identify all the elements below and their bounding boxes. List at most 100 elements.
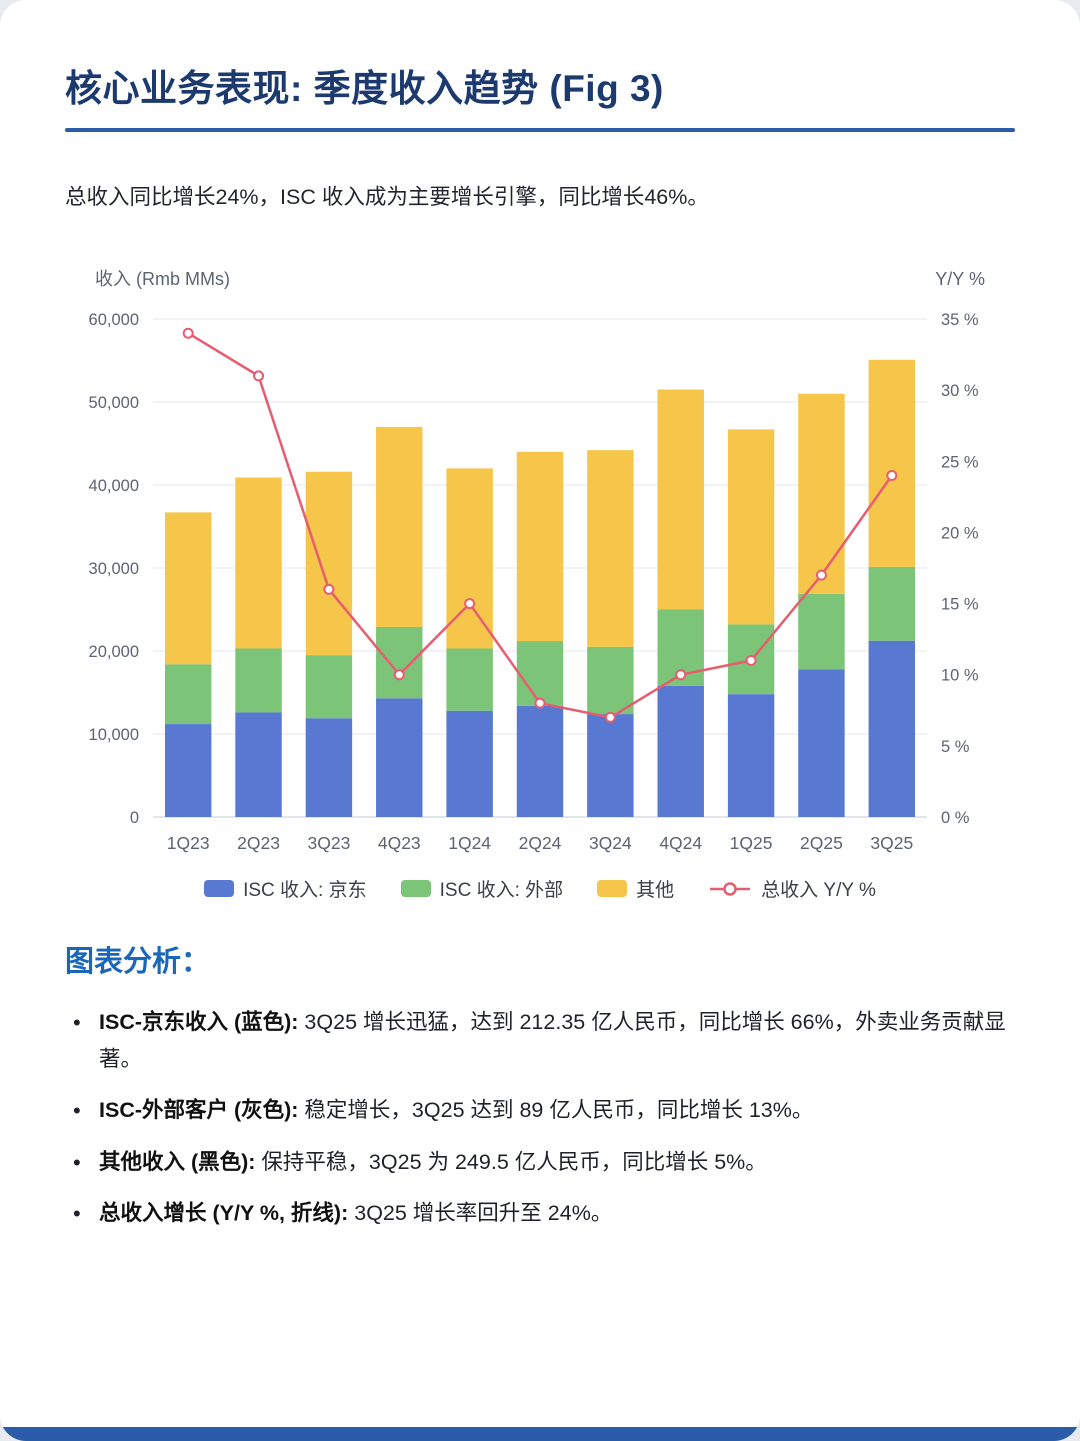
left-axis-tick: 60,000 <box>89 311 139 329</box>
bar-segment <box>235 712 282 817</box>
x-axis-label: 1Q25 <box>730 833 773 853</box>
trend-point <box>815 569 827 581</box>
bar-segment <box>516 641 564 706</box>
bar-segment <box>868 359 916 567</box>
bar-segment <box>305 471 353 656</box>
bar-segment <box>164 724 212 817</box>
x-axis-label: 3Q24 <box>589 833 632 853</box>
right-axis-tick: 0 % <box>941 809 970 827</box>
bar-segment <box>516 705 564 817</box>
legend-swatch-jd-icon <box>204 880 235 897</box>
right-axis-tick: 10 % <box>941 667 979 685</box>
bar-segment <box>235 648 282 713</box>
bar-segment <box>376 626 423 699</box>
x-axis-label: 4Q24 <box>659 833 702 853</box>
legend-label: ISC 收入: 京东 <box>243 880 367 901</box>
trend-point <box>745 654 757 666</box>
title-divider <box>65 128 1015 132</box>
legend-label: 总收入 Y/Y % <box>761 880 876 901</box>
bar-segment <box>657 389 704 610</box>
right-axis-tick: 5 % <box>941 738 970 756</box>
bar-segment <box>798 593 845 670</box>
legend-item-isc-external: ISC 收入: 外部 <box>400 875 564 902</box>
trend-point <box>182 327 194 339</box>
trend-point <box>534 697 546 709</box>
bar-segment <box>587 646 634 715</box>
legend-swatch-external-icon <box>400 880 431 897</box>
bar-segment <box>727 694 775 817</box>
legend-item-other: 其他 <box>597 875 674 902</box>
bar-segment <box>446 710 493 817</box>
bar-segment <box>657 685 704 817</box>
bullet-lead: ISC-外部客户 (灰色): <box>99 1098 299 1123</box>
bar-segment <box>164 664 212 725</box>
x-axis-label: 3Q23 <box>308 833 351 853</box>
bar-segment <box>376 698 423 817</box>
bar-segment <box>587 714 634 817</box>
bar-segment <box>305 718 353 817</box>
bullet-text: 3Q25 增长迅猛，达到 212.35 亿人民币，同比增长 66%，外卖业务贡献… <box>99 1010 1006 1071</box>
chart-container: 0 10,000 20,000 30,000 40,000 50,000 60,000 0 %… <box>65 255 1015 863</box>
bullet-lead: ISC-京东收入 (蓝色): <box>99 1010 299 1034</box>
trend-point <box>604 711 616 723</box>
trend-point <box>675 669 687 681</box>
x-axis-label: 4Q23 <box>378 833 421 853</box>
trend-point <box>393 669 405 681</box>
analysis-bullet-jd: ISC-京东收入 (蓝色): 3Q25 增长迅猛，达到 212.35 亿人民币，… <box>65 1004 1015 1077</box>
analysis-heading: 图表分析： <box>65 946 211 978</box>
bullet-lead: 其他收入 (黑色): <box>99 1149 256 1174</box>
line-circle-marker-icon <box>710 881 751 896</box>
analysis-list: ISC-京东收入 (蓝色): 3Q25 增长迅猛，达到 212.35 亿人民币，… <box>65 1004 1015 1232</box>
bullet-text: 稳定增长，3Q25 达到 89 亿人民币，同比增长 13%。 <box>298 1098 814 1123</box>
right-axis-tick: 25 % <box>941 453 979 471</box>
left-axis-tick: 50,000 <box>89 394 139 412</box>
bullet-lead: 总收入增长 (Y/Y %, 折线): <box>99 1201 349 1226</box>
left-axis-title: 收入 (Rmb MMs) <box>95 269 230 289</box>
analysis-bullet-other: 其他收入 (黑色): 保持平稳，3Q25 为 249.5 亿人民币，同比增长 5… <box>65 1144 1015 1181</box>
bar-segment <box>164 512 212 665</box>
bar-segment <box>727 429 775 625</box>
left-axis-tick: 10,000 <box>89 726 139 744</box>
bar-segment <box>305 655 353 719</box>
x-axis-label: 1Q23 <box>167 833 210 853</box>
legend-label: 其他 <box>636 880 675 901</box>
bar-segment <box>235 477 282 649</box>
bar-segment <box>798 669 845 817</box>
footer-accent-bar <box>0 1427 1080 1441</box>
legend-label: ISC 收入: 外部 <box>439 880 564 901</box>
trend-point <box>253 370 265 382</box>
right-axis-tick: 35 % <box>941 311 979 329</box>
bar-segment <box>587 450 634 647</box>
right-axis-tick: 30 % <box>941 382 979 400</box>
bar-segment <box>516 451 564 642</box>
bar-segment <box>798 393 845 594</box>
bar-segment <box>376 426 423 627</box>
bar-segment <box>868 566 916 641</box>
x-axis-label: 2Q25 <box>800 833 843 853</box>
x-axis-label: 2Q24 <box>519 833 562 853</box>
trend-point <box>323 583 335 595</box>
legend-item-yy: 总收入 Y/Y % <box>708 875 876 902</box>
analysis-bullet-growth: 总收入增长 (Y/Y %, 折线): 3Q25 增长率回升至 24%。 <box>65 1195 1015 1232</box>
right-axis-tick: 20 % <box>941 524 979 542</box>
summary-text: 总收入同比增长24%，ISC 收入成为主要增长引擎，同比增长46%。 <box>65 185 709 209</box>
trend-point <box>886 470 898 482</box>
left-axis-tick: 0 <box>130 809 139 827</box>
left-axis-tick: 30,000 <box>89 560 139 578</box>
legend-item-isc-jd: ISC 收入: 京东 <box>204 875 367 902</box>
left-axis-tick: 20,000 <box>89 643 139 661</box>
analysis-bullet-external: ISC-外部客户 (灰色): 稳定增长，3Q25 达到 89 亿人民币，同比增长… <box>65 1092 1015 1129</box>
x-axis-label: 1Q24 <box>448 833 491 853</box>
bullet-text: 3Q25 增长率回升至 24%。 <box>348 1201 613 1226</box>
x-axis-label: 2Q23 <box>237 833 280 853</box>
bar-segment <box>868 640 916 817</box>
right-axis-tick: 15 % <box>941 596 979 614</box>
bar-segment <box>446 648 493 711</box>
left-axis-tick: 40,000 <box>89 477 139 495</box>
x-axis-label: 3Q25 <box>870 833 913 853</box>
right-axis-title: Y/Y % <box>935 269 985 289</box>
page-title: 核心业务表现: 季度收入趋势 (Fig 3) <box>65 68 664 109</box>
quarterly-revenue-chart: 0 10,000 20,000 30,000 40,000 50,000 60,000 0 %… <box>89 269 985 853</box>
trend-point <box>464 598 476 610</box>
